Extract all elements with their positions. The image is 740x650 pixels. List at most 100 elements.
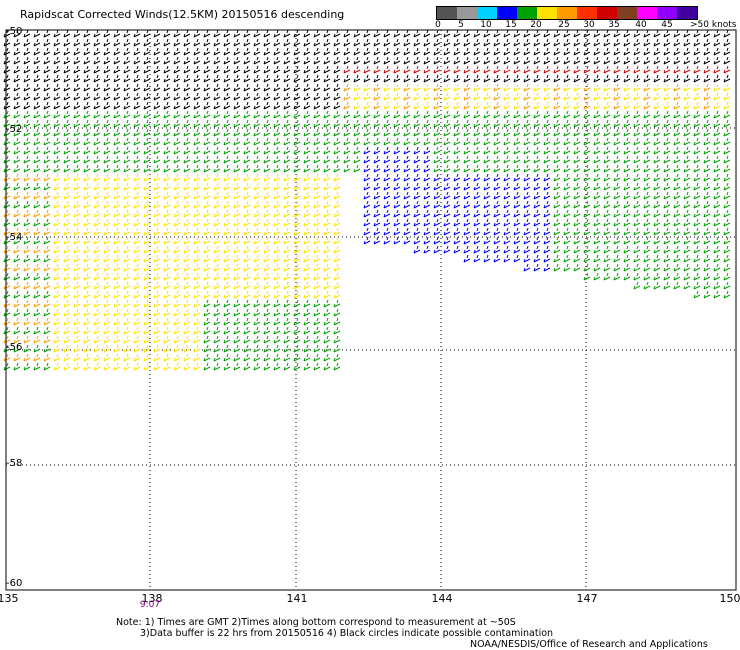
wind-barb xyxy=(283,245,291,254)
wind-barb xyxy=(323,344,331,353)
wind-barb xyxy=(653,38,661,47)
wind-barb xyxy=(103,182,111,191)
wind-barb xyxy=(633,101,641,110)
wind-barb xyxy=(333,353,341,362)
wind-barb xyxy=(43,353,51,362)
wind-barb xyxy=(153,272,161,281)
wind-barb xyxy=(143,191,151,200)
wind-barb xyxy=(593,173,601,182)
wind-barb xyxy=(303,191,311,200)
wind-barb xyxy=(103,101,111,110)
wind-barb xyxy=(33,110,41,119)
wind-barb xyxy=(703,29,711,38)
wind-barb xyxy=(643,164,651,173)
wind-barb xyxy=(533,110,541,119)
wind-barb xyxy=(143,299,151,308)
wind-barb xyxy=(163,209,171,218)
wind-barb xyxy=(73,101,81,110)
wind-barb xyxy=(263,272,271,281)
wind-barb xyxy=(493,83,501,92)
wind-barb xyxy=(53,173,61,182)
wind-barb xyxy=(53,362,61,371)
wind-barb xyxy=(133,128,141,137)
wind-barb xyxy=(233,155,241,164)
wind-barb xyxy=(443,29,451,38)
wind-barb xyxy=(183,335,191,344)
wind-barb xyxy=(103,281,111,290)
wind-barb xyxy=(593,272,601,281)
wind-barb xyxy=(33,173,41,182)
wind-barb xyxy=(673,164,681,173)
wind-barb xyxy=(653,128,661,137)
wind-barb xyxy=(573,182,581,191)
wind-barb xyxy=(703,200,711,209)
wind-barb xyxy=(233,299,241,308)
wind-barb xyxy=(243,38,251,47)
wind-barb xyxy=(403,236,411,245)
wind-barb xyxy=(313,281,321,290)
wind-barb xyxy=(473,83,481,92)
wind-barb xyxy=(543,245,551,254)
wind-barb xyxy=(213,137,221,146)
wind-barb xyxy=(183,272,191,281)
wind-barb xyxy=(53,335,61,344)
wind-barb xyxy=(93,290,101,299)
wind-barb xyxy=(333,164,341,173)
wind-barb xyxy=(133,200,141,209)
wind-barb xyxy=(423,83,431,92)
wind-barb xyxy=(263,128,271,137)
wind-barb xyxy=(103,137,111,146)
wind-barb xyxy=(393,92,401,101)
wind-barb xyxy=(23,245,31,254)
wind-barb xyxy=(573,128,581,137)
wind-barb xyxy=(243,56,251,65)
wind-barb xyxy=(723,146,731,155)
wind-barb xyxy=(293,200,301,209)
wind-barb xyxy=(213,65,221,74)
wind-barb xyxy=(93,128,101,137)
wind-barb xyxy=(43,335,51,344)
wind-barb xyxy=(683,254,691,263)
wind-barb xyxy=(693,191,701,200)
wind-barb xyxy=(273,65,281,74)
wind-barb xyxy=(53,83,61,92)
wind-barb xyxy=(713,92,721,101)
wind-barb xyxy=(473,110,481,119)
wind-barb xyxy=(23,227,31,236)
wind-barb xyxy=(683,56,691,65)
wind-barb xyxy=(703,173,711,182)
wind-barb xyxy=(53,128,61,137)
wind-barb xyxy=(653,110,661,119)
wind-barb xyxy=(253,92,261,101)
lat-label-54: -54 xyxy=(6,232,23,243)
wind-barb xyxy=(533,146,541,155)
wind-barb xyxy=(273,56,281,65)
wind-barb xyxy=(193,245,201,254)
wind-barb xyxy=(203,335,211,344)
wind-barb xyxy=(583,155,591,164)
wind-barb xyxy=(633,254,641,263)
wind-barb xyxy=(513,245,521,254)
wind-barb xyxy=(713,164,721,173)
wind-barb xyxy=(153,29,161,38)
legend-tick-label: 5 xyxy=(458,20,464,30)
wind-barb xyxy=(483,155,491,164)
wind-barb xyxy=(623,245,631,254)
wind-barb xyxy=(543,65,551,74)
wind-barb xyxy=(613,38,621,47)
wind-barb xyxy=(183,254,191,263)
wind-barb xyxy=(293,65,301,74)
wind-barb xyxy=(153,290,161,299)
wind-barb xyxy=(343,38,351,47)
wind-barb xyxy=(643,110,651,119)
wind-barb xyxy=(93,74,101,83)
wind-barb xyxy=(473,119,481,128)
wind-barb xyxy=(163,101,171,110)
wind-barb xyxy=(643,137,651,146)
wind-barb xyxy=(623,56,631,65)
wind-barb xyxy=(653,209,661,218)
wind-barb xyxy=(243,74,251,83)
wind-barb xyxy=(503,146,511,155)
wind-barb xyxy=(13,236,21,245)
wind-barb xyxy=(43,263,51,272)
